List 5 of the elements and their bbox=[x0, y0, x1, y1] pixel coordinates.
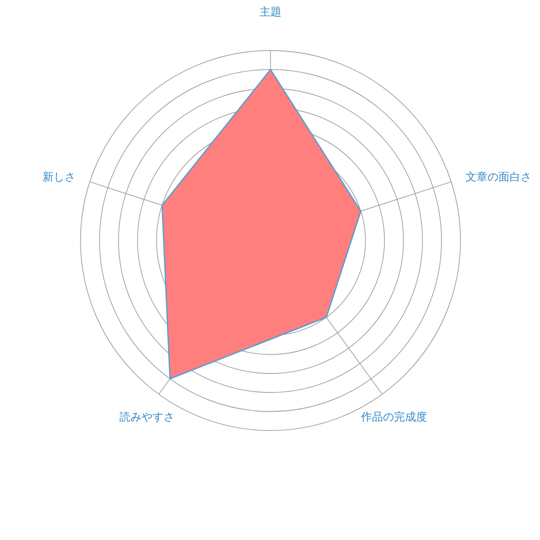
spoke-label: 文章の面白さ bbox=[465, 170, 532, 184]
spoke-label: 読みやすさ bbox=[120, 410, 175, 424]
spoke-label: 主題 bbox=[260, 6, 282, 18]
spoke-label: 新しさ bbox=[42, 170, 76, 184]
spoke-label: 作品の完成度 bbox=[360, 410, 427, 424]
